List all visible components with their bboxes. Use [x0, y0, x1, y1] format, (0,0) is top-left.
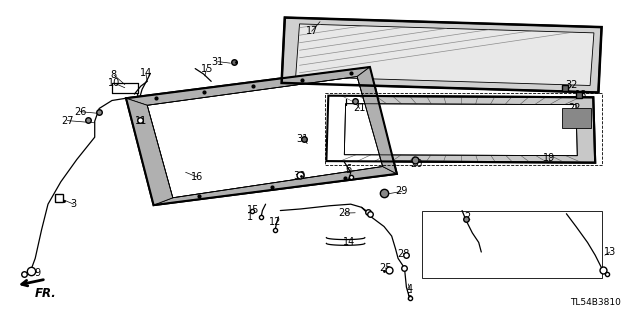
Text: 3: 3: [70, 199, 77, 209]
Text: 16: 16: [191, 172, 204, 182]
Text: 8: 8: [111, 70, 117, 80]
Text: 26: 26: [74, 107, 86, 117]
Text: 20: 20: [410, 159, 422, 169]
Text: 7: 7: [346, 172, 352, 182]
Text: 22: 22: [568, 103, 581, 113]
Text: 29: 29: [396, 186, 408, 197]
Text: 15: 15: [200, 63, 213, 74]
Text: 31: 31: [211, 56, 224, 67]
Text: 28: 28: [397, 249, 410, 259]
Polygon shape: [126, 67, 397, 205]
Text: 6: 6: [346, 164, 352, 174]
Text: 28: 28: [338, 208, 351, 218]
Text: 30: 30: [293, 171, 306, 182]
Polygon shape: [344, 104, 577, 156]
Text: 5: 5: [406, 292, 413, 302]
Text: 19: 19: [543, 153, 556, 163]
Text: 9: 9: [34, 268, 40, 278]
Text: 14: 14: [342, 237, 355, 248]
Text: 10: 10: [108, 78, 120, 88]
Polygon shape: [126, 98, 173, 205]
Text: 13: 13: [604, 247, 616, 257]
Polygon shape: [154, 167, 397, 205]
Text: FR.: FR.: [35, 287, 57, 300]
Text: 31: 31: [296, 134, 308, 144]
Text: TL54B3810: TL54B3810: [570, 298, 621, 307]
Text: 4: 4: [406, 284, 413, 294]
Polygon shape: [326, 96, 595, 163]
Polygon shape: [296, 24, 594, 85]
Text: 32: 32: [565, 80, 578, 91]
Text: 1: 1: [246, 212, 253, 222]
Polygon shape: [147, 77, 383, 198]
Text: 21: 21: [353, 103, 366, 114]
Text: 23: 23: [571, 112, 584, 122]
Text: 17: 17: [305, 26, 318, 36]
Text: 15: 15: [246, 205, 259, 215]
Polygon shape: [357, 67, 397, 174]
Text: 24: 24: [571, 120, 584, 130]
Polygon shape: [126, 67, 370, 105]
Polygon shape: [282, 18, 602, 93]
Text: 12: 12: [269, 217, 282, 227]
Text: 2: 2: [464, 212, 470, 222]
Text: 27: 27: [61, 115, 74, 126]
Text: 18: 18: [575, 90, 588, 100]
Text: 14: 14: [140, 68, 152, 78]
Polygon shape: [562, 108, 591, 128]
Text: 25: 25: [379, 263, 392, 273]
Text: 11: 11: [134, 116, 147, 126]
